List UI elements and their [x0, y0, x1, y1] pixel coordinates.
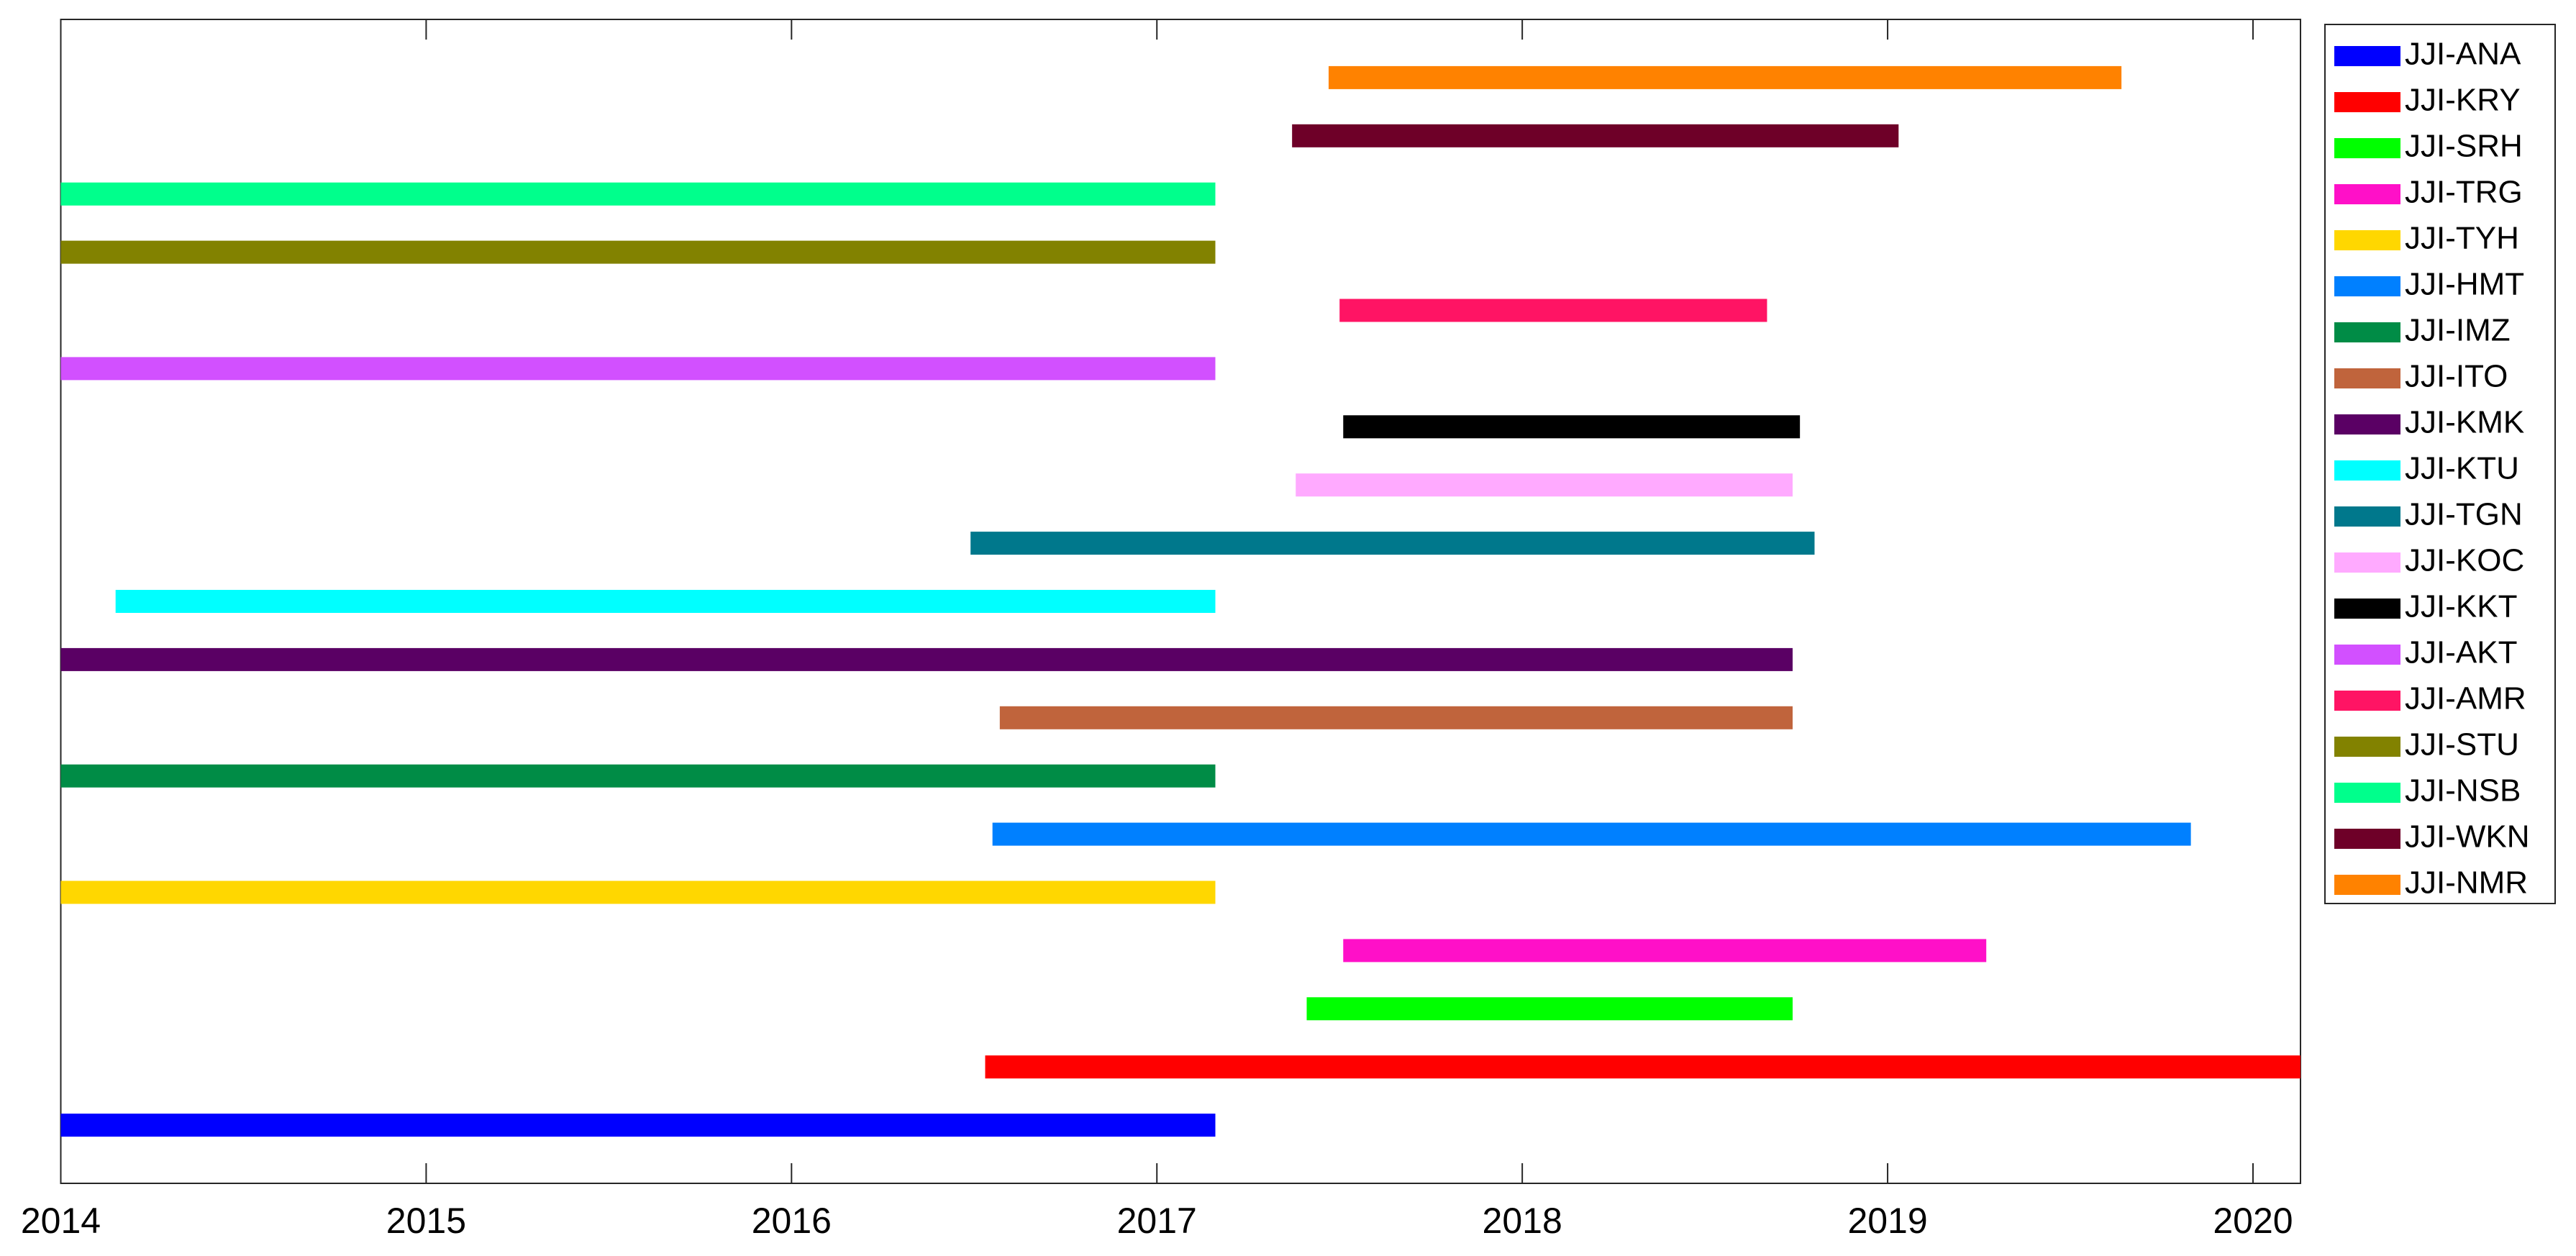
- bar: [1296, 473, 1793, 497]
- bar: [60, 240, 1216, 264]
- legend-label: JJI-NMR: [2405, 865, 2528, 901]
- legend-swatch: [2334, 460, 2400, 481]
- x-tick-label: 2020: [2213, 1201, 2293, 1241]
- x-tick-label: 2019: [1847, 1201, 1927, 1241]
- legend-swatch: [2334, 230, 2400, 250]
- bar: [1328, 65, 2122, 89]
- legend-swatch: [2334, 322, 2400, 342]
- legend-label: JJI-ITO: [2405, 359, 2508, 394]
- legend-label: JJI-SRH: [2405, 129, 2523, 164]
- bar: [985, 1055, 2300, 1079]
- legend-label: JJI-KKT: [2405, 589, 2517, 624]
- x-tick-label: 2018: [1483, 1201, 1562, 1241]
- legend-swatch: [2334, 691, 2400, 711]
- bar: [1343, 939, 1987, 963]
- bar: [60, 647, 1793, 671]
- legend-label: JJI-NSB: [2405, 773, 2521, 809]
- legend-label: JJI-KRY: [2405, 83, 2521, 118]
- legend-swatch: [2334, 506, 2400, 527]
- legend-label: JJI-HMT: [2405, 267, 2524, 302]
- legend-label: JJI-STU: [2405, 727, 2519, 763]
- legend-swatch: [2334, 138, 2400, 158]
- legend-label: JJI-IMZ: [2405, 313, 2511, 348]
- legend-swatch: [2334, 368, 2400, 388]
- legend-swatch: [2334, 599, 2400, 619]
- legend-label: JJI-TYH: [2405, 221, 2519, 256]
- legend-swatch: [2334, 184, 2400, 204]
- legend-label: JJI-WKN: [2405, 819, 2530, 855]
- legend-label: JJI-TGN: [2405, 497, 2523, 532]
- legend-swatch: [2334, 414, 2400, 434]
- x-tick-label: 2014: [21, 1201, 101, 1241]
- legend-swatch: [2334, 783, 2400, 803]
- bar: [992, 822, 2191, 846]
- bar: [970, 532, 1815, 555]
- bar: [60, 182, 1216, 206]
- bar: [60, 357, 1216, 381]
- bar: [115, 590, 1216, 613]
- bar: [1292, 124, 1899, 147]
- bar: [1343, 415, 1801, 439]
- legend-swatch: [2334, 645, 2400, 665]
- legend-label: JJI-AKT: [2405, 635, 2517, 670]
- x-tick-label: 2015: [386, 1201, 466, 1241]
- x-tick-label: 2017: [1117, 1201, 1197, 1241]
- legend-label: JJI-KTU: [2405, 451, 2519, 486]
- bar: [999, 706, 1793, 729]
- legend-label: JJI-KOC: [2405, 543, 2524, 578]
- bar: [60, 1114, 1216, 1137]
- legend-swatch: [2334, 552, 2400, 573]
- legend-swatch: [2334, 875, 2400, 895]
- x-tick-label: 2016: [752, 1201, 832, 1241]
- bar: [1339, 299, 1767, 322]
- bar: [1306, 997, 1793, 1021]
- legend-swatch: [2334, 737, 2400, 757]
- legend-label: JJI-KMK: [2405, 405, 2524, 440]
- legend-swatch: [2334, 92, 2400, 112]
- legend-label: JJI-TRG: [2405, 175, 2523, 210]
- legend-swatch: [2334, 829, 2400, 849]
- legend-swatch: [2334, 46, 2400, 66]
- legend-swatch: [2334, 276, 2400, 296]
- legend-label: JJI-ANA: [2405, 37, 2521, 72]
- legend-label: JJI-AMR: [2405, 681, 2526, 716]
- bar: [60, 880, 1216, 904]
- bar: [60, 764, 1216, 788]
